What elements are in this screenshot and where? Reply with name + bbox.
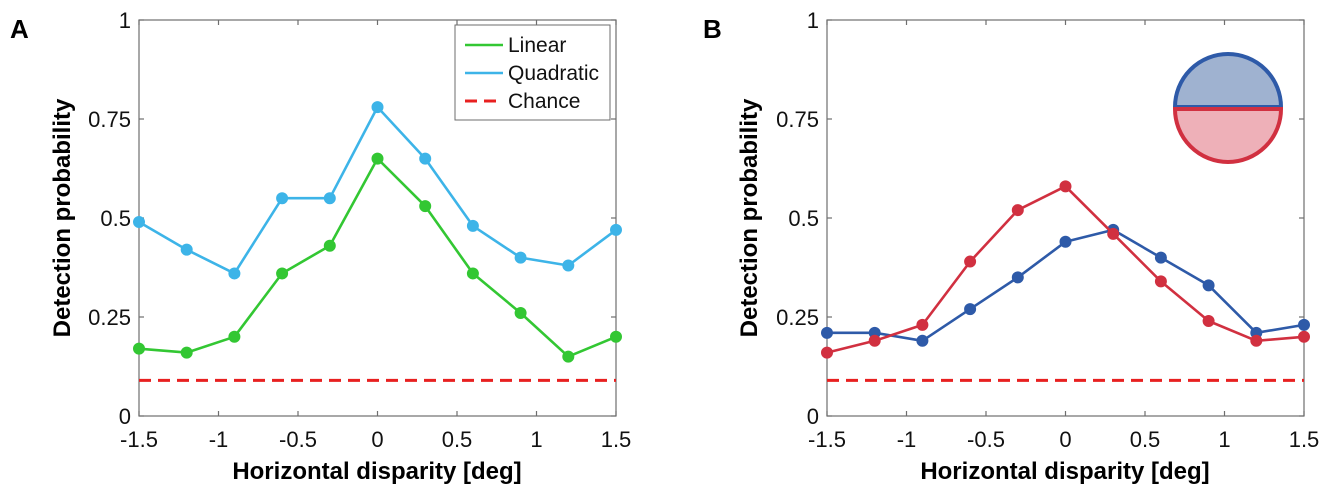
data-point [514,251,527,264]
y-tick-label: 0 [807,404,819,429]
data-point [514,307,527,320]
x-tick-label: -1 [897,427,917,452]
data-point [1011,271,1024,284]
y-axis-label: Detection probability [49,98,76,337]
data-point [610,223,622,236]
data-point [1059,180,1072,193]
data-point [228,330,241,343]
data-point [821,326,833,339]
x-tick-label: -1.5 [808,427,846,452]
data-point [562,259,575,272]
data-point [276,267,289,280]
data-point [180,346,193,359]
x-tick-label: 0 [1059,427,1071,452]
data-point [1059,235,1072,248]
x-tick-label: 1 [1218,427,1230,452]
panel-b: -1.5 -1 -0.5 0 0.5 1 1.5 0 0.25 0.5 0.75 1 Horizonta… [703,8,1319,485]
data-point [228,267,241,280]
data-point [1011,204,1024,217]
legend: Linear Quadratic Chance [454,24,611,121]
data-point [1298,318,1310,331]
data-point [1154,275,1167,288]
y-tick-label: 1 [119,8,131,33]
data-point [466,219,479,232]
data-point [964,303,977,316]
y-tick-label: 0 [119,404,131,429]
data-point [1202,314,1215,327]
x-tick-label: -0.5 [279,427,317,452]
x-tick-label: 0.5 [1130,427,1161,452]
data-point [821,346,833,359]
top-half [1172,52,1284,109]
data-point [562,350,575,363]
data-point [916,318,929,331]
data-point [610,330,622,343]
series-line-quadratic [138,105,617,275]
legend-label: Linear [508,34,566,57]
data-point [371,101,384,114]
series-line-linear [138,157,617,358]
y-tick-label: 1 [807,8,819,33]
y-tick-label: 0.5 [788,206,819,231]
data-point [466,267,479,280]
x-tick-label: 0.5 [442,427,473,452]
x-tick-label: -1 [209,427,229,452]
x-tick-label: -0.5 [967,427,1005,452]
data-point [323,192,336,205]
data-point [419,152,432,165]
data-point [276,192,289,205]
data-point [133,342,145,355]
data-point [1107,227,1120,240]
data-point [419,200,432,213]
series-line-series-1 [826,185,1305,354]
y-tick-label: 0.25 [776,305,819,330]
legend-label: Quadratic [508,62,599,85]
y-tick-label: 0.5 [100,206,131,231]
data-point [133,215,145,228]
data-point [868,334,881,347]
bottom-half [1172,107,1284,164]
y-tick-label: 0.75 [88,107,131,132]
data-point [1154,251,1167,264]
data-point [1250,334,1263,347]
panel-label: A [10,14,29,44]
half-circle-icon [1172,52,1284,164]
x-axis-label: Horizontal disparity [deg] [232,458,521,485]
x-tick-label: 1 [530,427,542,452]
panel-label: B [703,14,722,44]
data-point [323,239,336,252]
data-point [371,152,384,165]
x-tick-label: 0 [371,427,383,452]
legend-label: Chance [508,90,580,113]
data-point [916,334,929,347]
x-tick-label: 1.5 [601,427,632,452]
x-axis-label: Horizontal disparity [deg] [920,458,1209,485]
data-point [964,255,977,268]
x-tick-label: -1.5 [120,427,158,452]
y-axis-label: Detection probability [736,98,763,337]
data-point [180,243,193,256]
x-tick-label: 1.5 [1289,427,1320,452]
y-tick-label: 0.25 [88,305,131,330]
data-point [1202,279,1215,292]
panel-a: -1.5 -1 -0.5 0 0.5 1 1.5 0 0.25 0.5 0.75 1 Horizonta… [10,8,631,485]
y-tick-label: 0.75 [776,107,819,132]
data-point [1298,330,1310,343]
